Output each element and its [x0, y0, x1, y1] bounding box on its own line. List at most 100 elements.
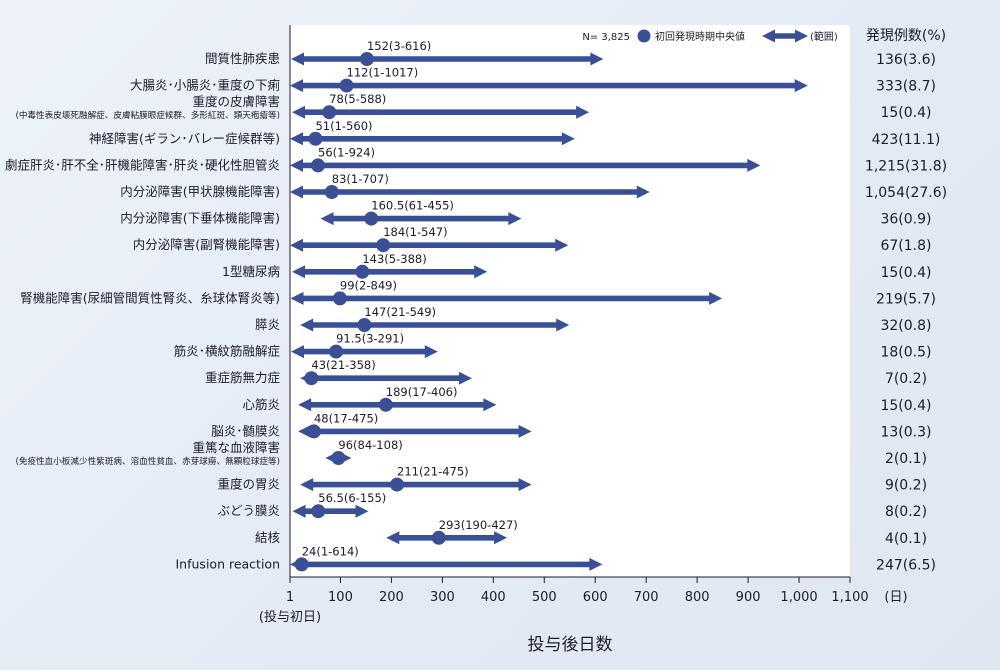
- median-dot: [329, 344, 344, 359]
- range-arrow: [291, 52, 604, 66]
- row-label: 大腸炎･小腸炎･重度の下痢: [130, 78, 280, 93]
- row-label: 心筋炎: [242, 397, 280, 412]
- legend-n: N= 3,825: [582, 32, 630, 43]
- x-tick-label: 200: [379, 590, 404, 605]
- legend-median-label: 初回発現時期中央値: [655, 30, 745, 43]
- median-dot: [357, 318, 372, 332]
- range-arrow: [290, 238, 569, 252]
- row-label: 結核: [255, 530, 281, 545]
- x-axis-title: 投与後日数: [528, 635, 613, 655]
- median-dot: [306, 424, 321, 439]
- legend-range-label: (範囲): [810, 30, 838, 43]
- value-label: 56(1-924): [318, 145, 375, 159]
- row-label-note: (免疫性血小板減少性紫斑病、溶血性貧血、赤芽球癆、無顆粒球症等): [15, 455, 280, 467]
- count-label: 1,054(27.6): [865, 185, 947, 201]
- median-dot: [390, 477, 405, 492]
- row-label: Infusion reaction: [176, 556, 281, 571]
- count-label: 219(5.7): [876, 291, 936, 307]
- median-dot: [359, 52, 374, 66]
- row-label: 脳炎･髄膜炎: [211, 423, 280, 438]
- x-first-day-note: (投与初日): [259, 609, 321, 625]
- x-tick-label: 1,000: [780, 590, 817, 605]
- legend-median-dot: [637, 29, 651, 43]
- count-label: 67(1.8): [880, 238, 931, 254]
- count-label: 9(0.2): [885, 478, 927, 494]
- value-label: 112(1-1017): [347, 66, 419, 80]
- legend-range-arrow: [762, 29, 808, 43]
- median-dot: [364, 211, 379, 226]
- range-arrow: [292, 504, 369, 518]
- row-label: 筋炎･横紋筋融解症: [174, 344, 280, 359]
- range-arrow: [320, 212, 522, 226]
- median-dot: [294, 557, 309, 572]
- x-tick-label: 700: [634, 590, 659, 605]
- row-label: 間質性肺疾患: [205, 51, 280, 66]
- count-label: 1,215(31.8): [865, 158, 947, 174]
- value-label: 189(17-406): [386, 385, 458, 399]
- x-tick-label: 400: [481, 590, 506, 605]
- count-label: 36(0.9): [880, 212, 931, 228]
- value-label: 152(3-616): [367, 39, 431, 53]
- range-arrow: [290, 132, 575, 146]
- count-label: 32(0.8): [880, 318, 931, 334]
- row-label: 劇症肝炎･肝不全･肝機能障害･肝炎･硬化性胆管炎: [5, 157, 280, 172]
- value-label: 184(1-547): [383, 225, 447, 239]
- count-label: 13(0.3): [880, 424, 931, 440]
- count-label: 15(0.4): [880, 265, 931, 281]
- median-dot: [355, 264, 370, 279]
- row-label: 重度の皮膚障害: [192, 94, 280, 109]
- range-arrow: [298, 424, 532, 438]
- count-header: 発現例数(%): [866, 28, 946, 44]
- range-arrow: [300, 318, 570, 332]
- row-label: 重篤な血液障害: [192, 440, 280, 455]
- median-dot: [376, 238, 391, 253]
- median-dot: [308, 131, 323, 146]
- range-arrow: [292, 105, 590, 119]
- median-dot: [378, 397, 393, 412]
- count-label: 15(0.4): [880, 398, 931, 414]
- median-dot: [324, 185, 339, 199]
- count-label: 15(0.4): [880, 105, 931, 121]
- row-label: 内分泌障害(甲状腺機能障害): [120, 184, 280, 199]
- median-dot: [332, 291, 347, 306]
- median-dot: [431, 530, 446, 545]
- value-label: 99(2-849): [340, 278, 397, 292]
- value-label: 51(1-560): [315, 119, 372, 133]
- row-label: 1型糖尿病: [222, 264, 280, 279]
- count-label: 247(6.5): [876, 557, 936, 573]
- value-label: 293(190-427): [439, 518, 518, 532]
- row-label: 神経障害(ギラン･バレー症候群等): [89, 131, 280, 146]
- row-label: ぶどう膜炎: [217, 503, 280, 518]
- value-label: 83(1-707): [332, 172, 389, 186]
- row-label: 内分泌障害(下垂体機能障害): [120, 211, 280, 226]
- count-label: 423(11.1): [872, 132, 941, 148]
- value-label: 24(1-614): [302, 544, 359, 558]
- row-label: 重症筋無力症: [205, 370, 280, 385]
- row-label: 膵炎: [255, 317, 280, 332]
- count-label: 4(0.1): [885, 531, 927, 547]
- range-arrow: [290, 291, 723, 305]
- value-label: 211(21-475): [397, 465, 469, 479]
- row-label: 内分泌障害(副腎機能障害): [133, 237, 280, 252]
- value-label: 43(21-358): [311, 358, 375, 372]
- count-label: 7(0.2): [885, 371, 927, 387]
- median-dot: [339, 78, 354, 93]
- x-tick-label: 900: [736, 590, 761, 605]
- value-label: 56.5(6-155): [318, 491, 386, 505]
- x-tick-label: 1,100: [831, 590, 868, 605]
- x-tick-label: 600: [583, 590, 608, 605]
- value-label: 143(5-388): [362, 252, 426, 266]
- row-label: 腎機能障害(尿細管間質性腎炎、糸球体腎炎等): [20, 290, 280, 305]
- median-dot: [311, 158, 326, 173]
- x-tick-label: 800: [685, 590, 710, 605]
- x-tick-label: 300: [430, 590, 455, 605]
- range-arrow: [290, 557, 603, 571]
- x-tick-label: 500: [532, 590, 557, 605]
- count-label: 136(3.6): [876, 52, 936, 68]
- value-label: 147(21-549): [364, 305, 436, 319]
- range-arrow: [292, 265, 488, 279]
- value-label: 48(17-475): [314, 411, 378, 425]
- value-label: 91.5(3-291): [336, 332, 404, 346]
- range-arrow: [386, 531, 508, 545]
